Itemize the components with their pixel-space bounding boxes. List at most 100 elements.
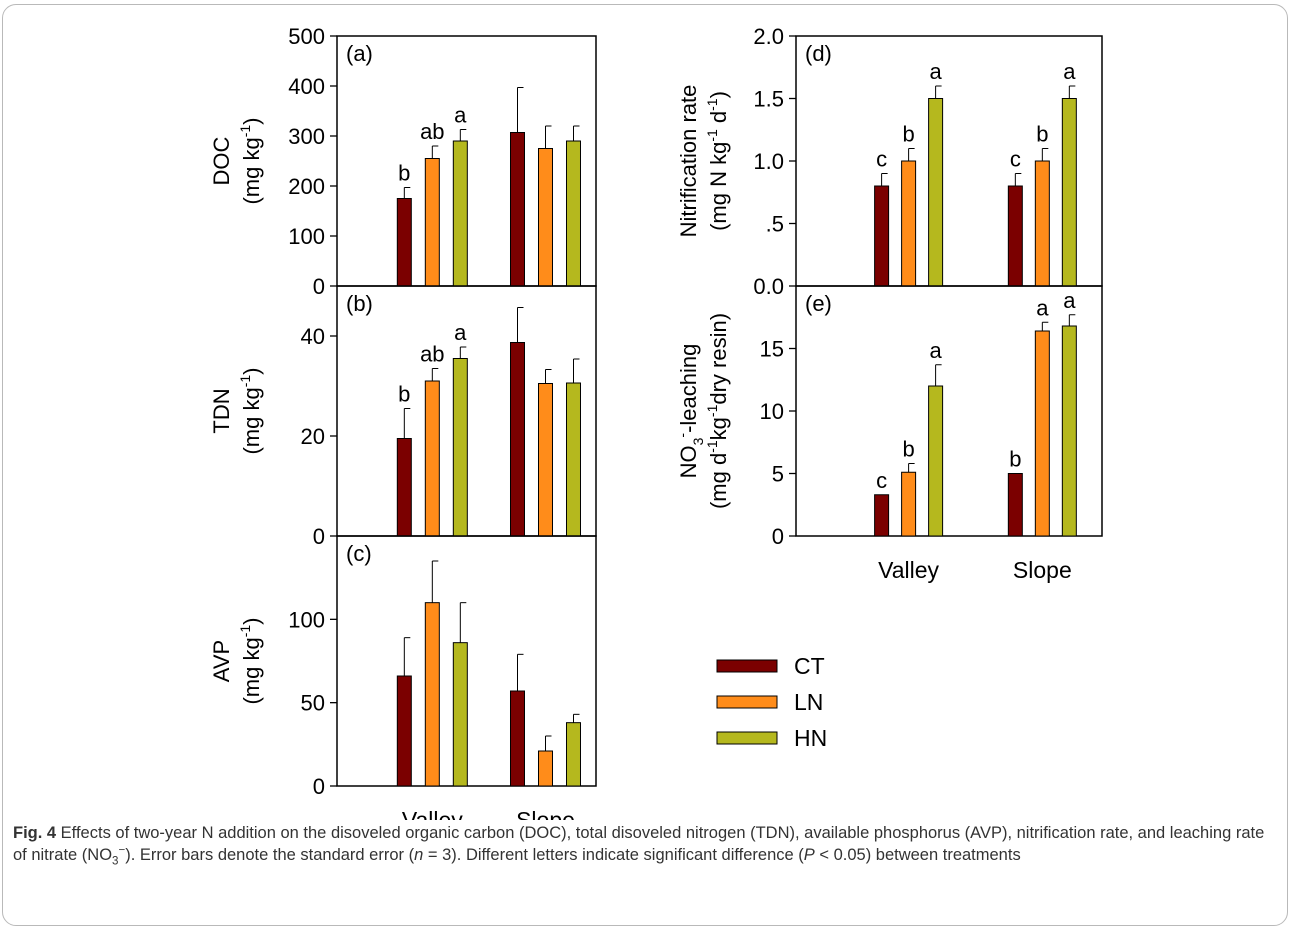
- bar: [452, 642, 468, 787]
- x-category-label: Valley: [402, 807, 463, 820]
- ylabel-segment: ): [239, 617, 264, 624]
- bar: [928, 98, 944, 287]
- bar: [509, 690, 525, 787]
- y-axis-label: (mg d-1kg-1dry resin): [704, 313, 731, 509]
- legend-swatch: [716, 731, 778, 745]
- significance-letter: a: [454, 103, 467, 128]
- legend: CT LN HN: [716, 653, 827, 751]
- bar: [452, 140, 468, 287]
- significance-letter: a: [929, 59, 942, 84]
- ylabel-segment: -1: [704, 98, 720, 111]
- ylabel-segment: (mg kg: [239, 387, 264, 454]
- y-tick-label: 1.0: [753, 149, 784, 174]
- x-category-labels: Valley Slope Valley Slope: [402, 557, 1072, 820]
- bar: [424, 380, 440, 537]
- bar: [565, 382, 581, 537]
- y-tick-label: .5: [766, 212, 784, 237]
- significance-letter: c: [876, 468, 887, 493]
- y-axis-label: AVP: [209, 640, 234, 682]
- panel-d: 0.0 .5 1.0 1.5 2.0 (d) Nitrification rate (mg N…: [676, 24, 1103, 299]
- significance-letter: a: [454, 320, 467, 345]
- bar: [424, 158, 440, 287]
- bar: [1034, 160, 1050, 287]
- y-tick-label: 40: [301, 324, 325, 349]
- panel-c: 0 50 100 (c) AVP (mg kg-1): [209, 535, 597, 799]
- y-tick-label: 0: [313, 274, 325, 299]
- bar: [928, 385, 944, 537]
- y-tick-label: 100: [288, 224, 325, 249]
- y-axis-label: (mg kg-1): [237, 367, 264, 454]
- bar: [537, 750, 553, 787]
- significance-letter: c: [1010, 147, 1021, 172]
- y-tick-label: 1.5: [753, 87, 784, 112]
- plot-frame: [795, 35, 1103, 287]
- significance-letter: c: [876, 147, 887, 172]
- panel-label: (d): [805, 41, 832, 66]
- y-axis-label: (mg kg-1): [237, 117, 264, 204]
- significance-letter: a: [1063, 59, 1076, 84]
- caption-text-3: = 3). Different letters indicate signifi…: [423, 846, 804, 864]
- bar: [874, 185, 890, 287]
- bar: [396, 675, 412, 787]
- ylabel-segment: -1: [704, 129, 720, 142]
- y-tick-label: 0: [772, 524, 784, 549]
- y-tick-label: 2.0: [753, 24, 784, 49]
- significance-letter: b: [398, 382, 410, 407]
- ylabel-segment: ): [706, 91, 731, 98]
- ylabel-segment: ): [239, 117, 264, 124]
- figure-caption: Fig. 4 Effects of two-year N addition on…: [13, 822, 1273, 867]
- y-tick-label: 20: [301, 424, 325, 449]
- ylabel-segment: Nitrification rate: [676, 85, 701, 238]
- bar: [1034, 330, 1050, 537]
- plot-frame: [795, 285, 1103, 537]
- bar: [1007, 473, 1023, 537]
- bar: [396, 198, 412, 287]
- ylabel-segment: 3: [690, 437, 706, 445]
- bar: [537, 148, 553, 287]
- ylabel-segment: kg: [706, 417, 731, 440]
- x-category-label: Valley: [878, 557, 939, 583]
- significance-letter: b: [902, 122, 914, 147]
- ylabel-segment: (mg N kg: [706, 142, 731, 231]
- y-tick-label: 0: [313, 524, 325, 549]
- y-tick-label: 5: [772, 462, 784, 487]
- bar: [901, 160, 917, 287]
- bar: [424, 602, 440, 787]
- caption-p: P: [803, 846, 815, 864]
- x-category-label: Slope: [516, 807, 575, 820]
- bar: [509, 342, 525, 537]
- y-axis-label: DOC: [209, 136, 234, 185]
- ylabel-segment: -1: [237, 625, 253, 638]
- ylabel-segment: -: [674, 433, 690, 438]
- bar: [509, 132, 525, 287]
- bar: [537, 383, 553, 537]
- ylabel-segment: -1: [237, 125, 253, 138]
- ylabel-segment: AVP: [209, 640, 234, 682]
- panel-label: (e): [805, 291, 832, 316]
- bar: [452, 358, 468, 537]
- bar: [1007, 185, 1023, 287]
- panel-label: (c): [346, 541, 372, 566]
- y-tick-label: 0: [313, 774, 325, 799]
- bar: [874, 494, 890, 537]
- ylabel-segment: -leaching: [676, 344, 701, 433]
- ylabel-segment: (mg d: [706, 453, 731, 509]
- y-tick-label: 500: [288, 24, 325, 49]
- y-axis-label: TDN: [209, 388, 234, 433]
- bar: [565, 722, 581, 787]
- y-tick-label: 10: [760, 399, 784, 424]
- caption-label: Fig. 4: [13, 824, 57, 842]
- ylabel-segment: d: [706, 111, 731, 129]
- significance-letter: b: [902, 437, 914, 462]
- caption-text-2: ). Error bars denote the standard error …: [125, 846, 415, 864]
- y-axis-label: (mg kg-1): [237, 617, 264, 704]
- bar: [901, 471, 917, 537]
- legend-label: CT: [794, 653, 825, 679]
- caption-text-4: < 0.05) between treatments: [814, 846, 1021, 864]
- y-tick-label: 0.0: [753, 274, 784, 299]
- legend-swatch: [716, 659, 778, 673]
- y-tick-label: 50: [301, 691, 325, 716]
